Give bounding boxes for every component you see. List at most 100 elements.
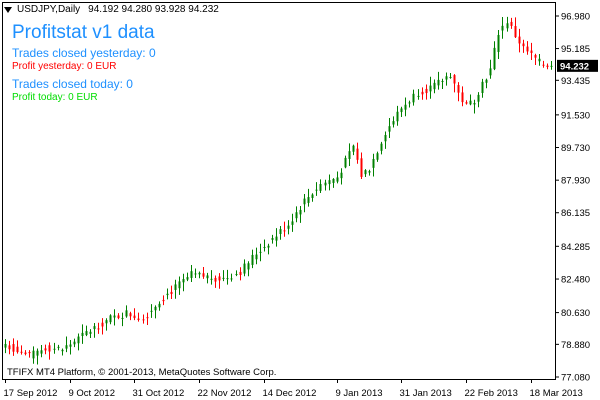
candle [417, 89, 420, 100]
candle [97, 322, 100, 334]
candle [259, 243, 262, 262]
candle-body [311, 194, 314, 198]
candle-body [85, 331, 88, 336]
candle-body [44, 348, 47, 351]
candle [279, 225, 282, 240]
candle [267, 243, 270, 255]
candle-body [73, 341, 76, 345]
candle-body [267, 245, 270, 248]
candle [319, 179, 322, 194]
candle [48, 342, 51, 360]
candle [534, 53, 537, 65]
candle [404, 97, 407, 117]
candle-body [485, 79, 488, 83]
candle-body [291, 221, 294, 225]
candle [287, 220, 290, 235]
candle-body [497, 34, 500, 52]
candle [251, 249, 254, 269]
candle [85, 325, 88, 337]
candle-body [356, 148, 359, 160]
price-tick-label: 84.285 [561, 242, 590, 253]
triangle-down-icon[interactable] [4, 7, 12, 13]
candle-body [226, 278, 229, 280]
candle [129, 311, 132, 321]
candle-body [61, 349, 64, 352]
candle-body [53, 348, 56, 350]
candle [210, 270, 213, 285]
candle-body [299, 209, 302, 215]
candle [291, 213, 294, 232]
candle [356, 142, 359, 164]
candle [166, 288, 169, 300]
candle-body [319, 184, 322, 191]
candle [538, 54, 541, 66]
candle-body [247, 263, 250, 270]
price-axis: 96.980 95.185 93.435 91.530 89.730 87.930 86.1… [555, 12, 598, 384]
candle [36, 348, 39, 365]
candle [162, 295, 165, 306]
candle [469, 94, 472, 106]
candle [473, 99, 476, 114]
candle-body [125, 310, 128, 317]
candle [344, 155, 347, 169]
candle-body [230, 278, 233, 280]
candle-body [465, 102, 468, 104]
candle-body [279, 229, 282, 235]
candle [429, 76, 432, 99]
candle-body [154, 306, 157, 311]
candle-body [433, 82, 436, 90]
ohlc-label: 94.192 94.280 93.928 94.232 [88, 4, 219, 15]
candle [81, 324, 84, 344]
candle [235, 270, 238, 277]
copyright-footer: TFIFX MT4 Platform, © 2001-2013, MetaQuo… [7, 367, 277, 378]
profit-today-label: Profit today: 0 EUR [12, 92, 98, 103]
candle [89, 329, 92, 338]
candle-body [457, 85, 460, 93]
candle [546, 63, 549, 70]
candle-body [20, 351, 23, 353]
candle [372, 153, 375, 177]
candle-body [506, 23, 509, 29]
candle-body [493, 47, 496, 70]
candle-body [295, 212, 298, 219]
candle-body [32, 350, 35, 359]
candle [218, 273, 221, 289]
candle [360, 152, 363, 179]
candle [28, 350, 31, 358]
candle-body [162, 299, 165, 302]
candle [433, 79, 436, 94]
price-tick-label: 93.435 [561, 76, 590, 87]
candle-body [530, 50, 533, 54]
candle-body [210, 278, 213, 280]
profitstat-title: Profitstat v1 data [12, 22, 155, 43]
candle [230, 273, 233, 282]
last-price-tag-label: 94.232 [560, 61, 589, 72]
candle-body [243, 263, 246, 274]
candle [328, 174, 331, 191]
candle [477, 92, 480, 108]
candle-body [28, 352, 31, 354]
candle-body [392, 121, 395, 125]
candle-body [166, 293, 169, 296]
price-tick-label: 80.630 [561, 308, 590, 319]
candle-body [117, 315, 120, 319]
candle [150, 304, 153, 318]
candle [214, 275, 217, 288]
candle [412, 89, 415, 106]
candle-body [404, 104, 407, 110]
candle-body [222, 277, 225, 279]
candle [146, 312, 149, 326]
candle [73, 338, 76, 348]
price-tick-label: 77.080 [561, 373, 590, 384]
trades-yesterday-label: Trades closed yesterday: 0 [12, 46, 156, 60]
candle [142, 314, 145, 324]
candle [121, 312, 124, 327]
candle [518, 28, 521, 53]
candle [182, 273, 185, 292]
candle-body [8, 345, 11, 350]
candle-body [16, 346, 19, 353]
profit-yesterday-label: Profit yesterday: 0 EUR [12, 61, 117, 72]
candle-body [283, 230, 286, 232]
